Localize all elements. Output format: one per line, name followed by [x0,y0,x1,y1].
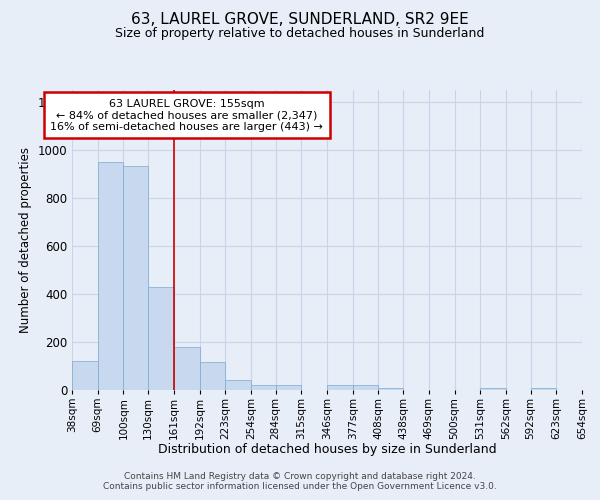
Y-axis label: Number of detached properties: Number of detached properties [19,147,32,333]
Text: Contains public sector information licensed under the Open Government Licence v3: Contains public sector information licen… [103,482,497,491]
Bar [225,380,251,390]
Text: 63 LAUREL GROVE: 155sqm
← 84% of detached houses are smaller (2,347)
16% of semi: 63 LAUREL GROVE: 155sqm ← 84% of detache… [50,98,323,132]
Text: Size of property relative to detached houses in Sunderland: Size of property relative to detached ho… [115,28,485,40]
Text: Distribution of detached houses by size in Sunderland: Distribution of detached houses by size … [158,442,496,456]
Bar [530,388,556,390]
Bar [124,166,148,390]
Bar [379,388,403,390]
Bar [148,288,174,390]
Text: Contains HM Land Registry data © Crown copyright and database right 2024.: Contains HM Land Registry data © Crown c… [124,472,476,481]
Bar [72,361,98,390]
Bar [327,385,353,390]
Text: 63, LAUREL GROVE, SUNDERLAND, SR2 9EE: 63, LAUREL GROVE, SUNDERLAND, SR2 9EE [131,12,469,28]
Bar [480,388,506,390]
Bar [251,385,275,390]
Bar [199,362,225,390]
Bar [98,162,124,390]
Bar [174,347,199,390]
Bar [353,385,379,390]
Bar [275,385,301,390]
